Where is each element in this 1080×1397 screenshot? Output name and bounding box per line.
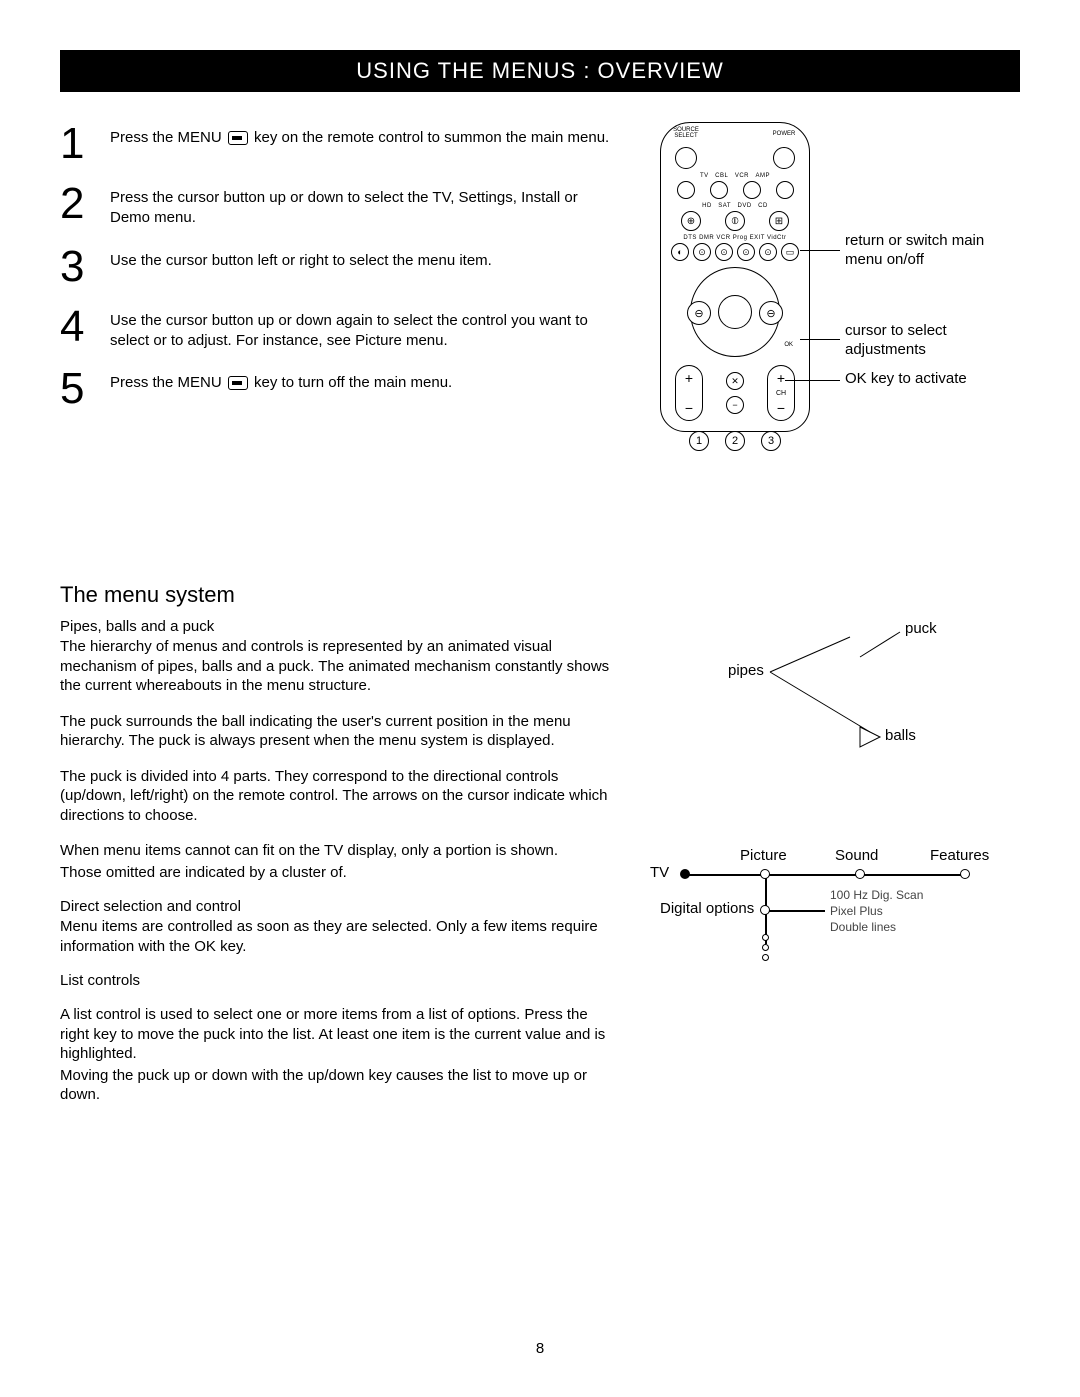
page-number: 8: [0, 1340, 1080, 1357]
step-num: 2: [60, 182, 110, 226]
puck-label: puck: [905, 620, 937, 637]
func-button: ⊞: [769, 211, 789, 231]
menu-icon: [228, 376, 248, 390]
small-button: ◐: [671, 243, 689, 261]
callout-ok: OK key to activate: [845, 370, 1005, 389]
step-3: 3 Use the cursor button left or right to…: [60, 245, 620, 289]
step-text-post: key on the remote control to summon the …: [250, 129, 609, 146]
step-text: Use the cursor button up or down again t…: [110, 305, 620, 352]
step-text: Press the MENU key on the remote control…: [110, 122, 609, 148]
step-text: Use the cursor button left or right to s…: [110, 245, 492, 271]
device-button: [677, 181, 695, 199]
right-side-button: ⊖: [759, 301, 783, 325]
pipes-label: pipes: [728, 662, 764, 679]
device-button: [743, 181, 761, 199]
small-button: ⊙: [693, 243, 711, 261]
paragraph: Those omitted are indicated by a cluster…: [60, 863, 620, 883]
menu-system-heading: The menu system: [60, 582, 620, 608]
source-label: SOURCE SELECT: [671, 127, 701, 139]
menu-tree-diagram: TV Picture Sound Features Digital option…: [650, 842, 1020, 1022]
tree-sub-item: Pixel Plus: [830, 904, 883, 918]
step-5: 5 Press the MENU key to turn off the mai…: [60, 367, 620, 411]
pipes-balls-diagram: puck pipes balls: [650, 602, 1020, 782]
num-button: 2: [725, 431, 745, 451]
step-4: 4 Use the cursor button up or down again…: [60, 305, 620, 352]
steps-list: 1 Press the MENU key on the remote contr…: [60, 122, 620, 432]
step-num: 5: [60, 367, 110, 411]
paragraph: Moving the puck up or down with the up/d…: [60, 1066, 620, 1105]
pb-svg: [650, 602, 1020, 782]
tree-sub-item: Double lines: [830, 920, 896, 934]
paragraph: The puck is divided into 4 parts. They c…: [60, 767, 620, 826]
row1-labels: TV CBL VCR AMP: [669, 173, 801, 179]
step-text: Press the cursor button up or down to se…: [110, 182, 620, 229]
small-button: ⊙: [759, 243, 777, 261]
num-button: 3: [761, 431, 781, 451]
power-label: POWER: [769, 131, 799, 137]
small-button: ⊙: [737, 243, 755, 261]
menu-button: ▭: [781, 243, 799, 261]
subhead-pipes: Pipes, balls and a puck: [60, 618, 620, 635]
page-title: USING THE MENUS : OVERVIEW: [60, 50, 1020, 92]
source-button: [675, 147, 697, 169]
tree-root: TV: [650, 864, 669, 881]
device-button: [776, 181, 794, 199]
paragraph: When menu items cannot can fit on the TV…: [60, 841, 620, 861]
step-num: 1: [60, 122, 110, 166]
small-button: ⊙: [715, 243, 733, 261]
tree-sub-item: 100 Hz Dig. Scan: [830, 888, 923, 902]
remote-outline: SOURCE SELECT POWER TV CBL VCR AMP: [660, 122, 810, 432]
row2-labels: HD SAT DVD CD: [669, 203, 801, 209]
tree-sub-label: Digital options: [660, 900, 754, 917]
menu-system-text: The menu system Pipes, balls and a puck …: [60, 582, 620, 1121]
remote-diagram: SOURCE SELECT POWER TV CBL VCR AMP: [650, 122, 1020, 432]
tree-item: Features: [930, 847, 989, 864]
func-button: ⦶: [725, 211, 745, 231]
info-button: −: [726, 396, 744, 414]
paragraph: The hierarchy of menus and controls is r…: [60, 637, 620, 696]
balls-label: balls: [885, 727, 916, 744]
callout-cursor: cursor to select adjustments: [845, 322, 1005, 360]
ok-label-tiny: OK: [784, 342, 793, 348]
volume-rocker: +−: [675, 365, 703, 421]
paragraph: A list control is used to select one or …: [60, 1005, 620, 1064]
device-button: [710, 181, 728, 199]
left-side-button: ⊖: [687, 301, 711, 325]
channel-rocker: +CH−: [767, 365, 795, 421]
step-text-post: key to turn off the main menu.: [250, 374, 452, 391]
step-text: Press the MENU key to turn off the main …: [110, 367, 452, 393]
tree-item: Picture: [740, 847, 787, 864]
ok-button: [718, 295, 752, 329]
mute-button: ✕: [726, 372, 744, 390]
paragraph: The puck surrounds the ball indicating t…: [60, 712, 620, 751]
step-text-mid: MENU: [173, 374, 226, 391]
num-button: 1: [689, 431, 709, 451]
power-button: [773, 147, 795, 169]
step-text-pre: Press the: [110, 129, 173, 146]
subhead-list: List controls: [60, 972, 620, 989]
func-button: ⊕: [681, 211, 701, 231]
step-1: 1 Press the MENU key on the remote contr…: [60, 122, 620, 166]
step-text-mid: MENU: [173, 129, 226, 146]
tree-item: Sound: [835, 847, 878, 864]
row3-labels: DTS DMR VCR Prog EXIT VidCtr: [669, 235, 801, 241]
cursor-pad: ⊖ ⊖ OK: [690, 267, 780, 357]
step-num: 4: [60, 305, 110, 349]
paragraph: Menu items are controlled as soon as the…: [60, 917, 620, 956]
step-num: 3: [60, 245, 110, 289]
callout-menu: return or switch main menu on/off: [845, 232, 1005, 270]
step-2: 2 Press the cursor button up or down to …: [60, 182, 620, 229]
subhead-direct: Direct selection and control: [60, 898, 620, 915]
menu-icon: [228, 131, 248, 145]
step-text-pre: Press the: [110, 374, 173, 391]
